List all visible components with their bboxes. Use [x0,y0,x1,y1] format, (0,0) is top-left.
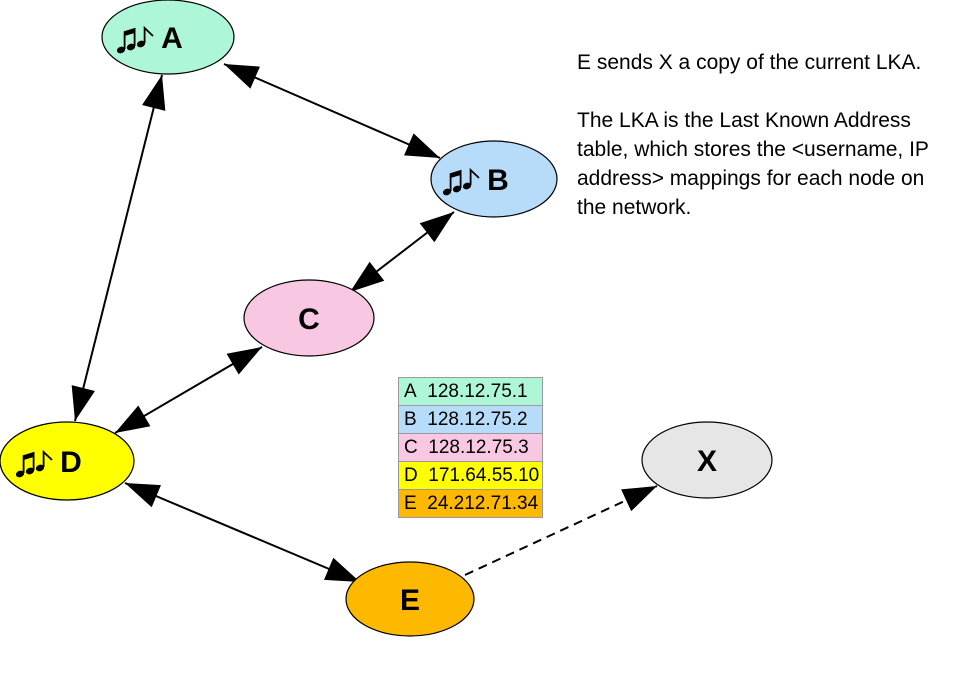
node-d: D [0,421,135,501]
lka-cell: C 128.12.75.3 [397,433,544,462]
node-x: X [641,421,773,499]
lka-cell: E 24.212.71.34 [397,489,544,518]
node-label: B [487,164,509,197]
lka-row-d: D 171.64.55.10 [397,461,544,490]
lka-ip: 171.64.55.10 [428,465,540,486]
caption-line-2: The LKA is the Last Known Address table,… [577,109,929,219]
node-ellipse [0,421,135,501]
edge-e-x [464,485,658,576]
node-a: A [101,0,235,75]
edge-b-c [349,211,455,293]
node-e: E [345,561,475,637]
edge-a-d [71,74,166,422]
node-b: B [430,140,558,218]
arrowhead-icon [350,261,385,292]
lka-row-c: C 128.12.75.3 [397,433,544,462]
edge-d-e [124,482,361,583]
node-ellipse [641,421,773,499]
caption-line-1: E sends X a copy of the current LKA. [577,51,922,74]
arrowhead-icon [324,557,360,582]
node-label: X [697,445,717,478]
node-label: A [161,22,183,55]
node-label: E [400,584,420,617]
node-ellipse [345,561,475,637]
lka-row-e: E 24.212.71.34 [397,489,544,518]
arrowhead-icon [621,486,657,512]
edge-c-d [114,346,263,434]
node-label: C [298,303,320,336]
arrowhead-icon [125,483,161,508]
arrowhead-icon [226,347,262,375]
edge-line [223,63,441,159]
arrowhead-icon [404,133,440,158]
lka-ip: 128.12.75.2 [427,409,528,430]
arrowhead-icon [419,212,454,243]
arrowhead-icon [224,64,260,89]
lka-cell: A 128.12.75.1 [397,377,544,406]
lka-ip: 24.212.71.34 [427,493,539,514]
edge-line [464,485,658,576]
edge-line [124,482,361,583]
lka-node: E [404,493,417,514]
node-label: D [60,446,82,479]
lka-ip: 128.12.75.1 [427,381,528,402]
arrowhead-icon [115,405,151,433]
node-ellipse [243,279,375,357]
node-ellipse [430,140,558,218]
arrowhead-icon [142,75,166,111]
lka-node: D [404,465,418,486]
lka-node: B [404,409,417,430]
arrowhead-icon [71,385,95,421]
lka-row-b: B 128.12.75.2 [397,405,544,434]
lka-row-a: A 128.12.75.1 [397,377,544,406]
edge-line [74,74,163,422]
lka-node: A [404,381,417,402]
lka-cell: B 128.12.75.2 [397,405,544,434]
node-ellipse [101,0,235,75]
lka-cell: D 171.64.55.10 [397,461,544,490]
node-c: C [243,279,375,357]
caption: E sends X a copy of the current LKA. The… [577,48,957,222]
lka-table: A 128.12.75.1 B 128.12.75.2 C 128.12.75.3 D… [397,377,544,518]
lka-node: C [404,437,418,458]
edge-a-b [223,63,441,159]
lka-ip: 128.12.75.3 [428,437,529,458]
